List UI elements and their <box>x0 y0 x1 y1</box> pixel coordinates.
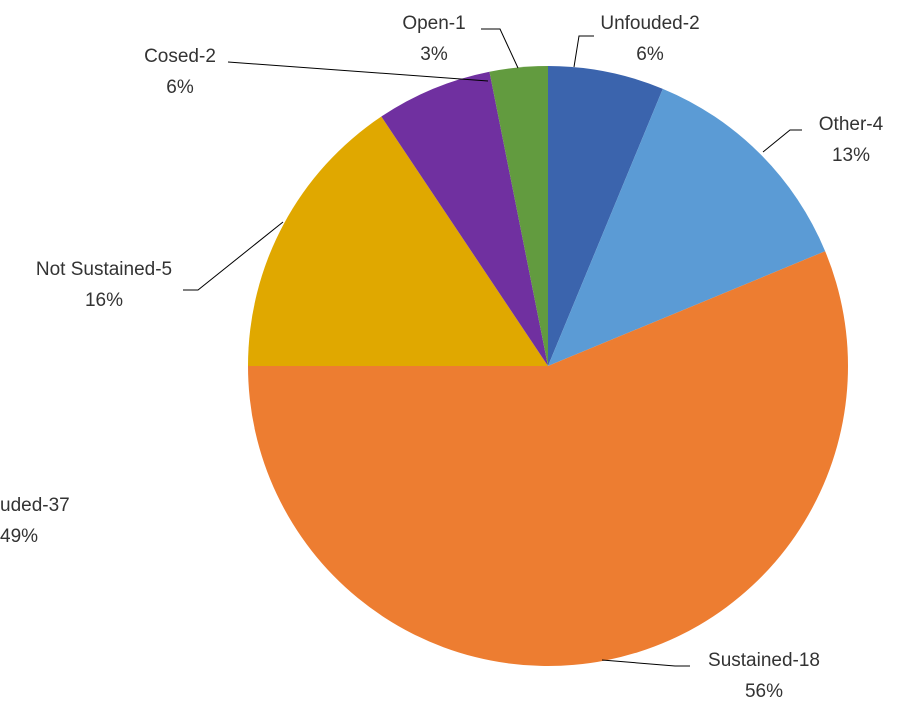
slice-open-1 <box>489 66 548 366</box>
label-not-sustained-name: Not Sustained-5 <box>36 259 172 280</box>
leader-line-sustained <box>601 659 690 667</box>
label-sustained-percent: 56% <box>745 681 783 702</box>
label-cosed-name: Cosed-2 <box>144 46 216 67</box>
pie-slices <box>248 66 848 667</box>
label-other-name: Other-4 <box>819 114 884 135</box>
leader-lines <box>183 28 802 667</box>
leader-line-open <box>481 28 519 69</box>
slice-not-sustained-5 <box>248 116 548 366</box>
leader-line-not-sustained <box>183 221 284 291</box>
slice-sustained-18 <box>248 251 848 667</box>
label-sustained-name: Sustained-18 <box>708 650 820 671</box>
label-open-name: Open-1 <box>402 13 465 34</box>
label-partial-percent: 49% <box>0 526 38 547</box>
slice-cosed-2 <box>381 71 548 366</box>
label-other-percent: 13% <box>832 145 870 166</box>
label-unfouded-name: Unfouded-2 <box>600 13 699 34</box>
data-labels: Open-1 3% Unfouded-2 6% Cosed-2 6% Other… <box>0 13 884 702</box>
label-not-sustained-percent: 16% <box>85 290 123 311</box>
slice-other-4 <box>548 88 826 366</box>
leader-line-cosed <box>227 61 489 82</box>
label-unfouded-percent: 6% <box>636 44 664 65</box>
label-open-percent: 3% <box>420 44 448 65</box>
slice-unfouded-2 <box>548 66 663 366</box>
label-cosed-percent: 6% <box>166 77 194 98</box>
leader-line-unfouded <box>573 35 594 68</box>
label-partial-name: uded-37 <box>0 495 70 516</box>
leader-line-other <box>762 129 802 153</box>
